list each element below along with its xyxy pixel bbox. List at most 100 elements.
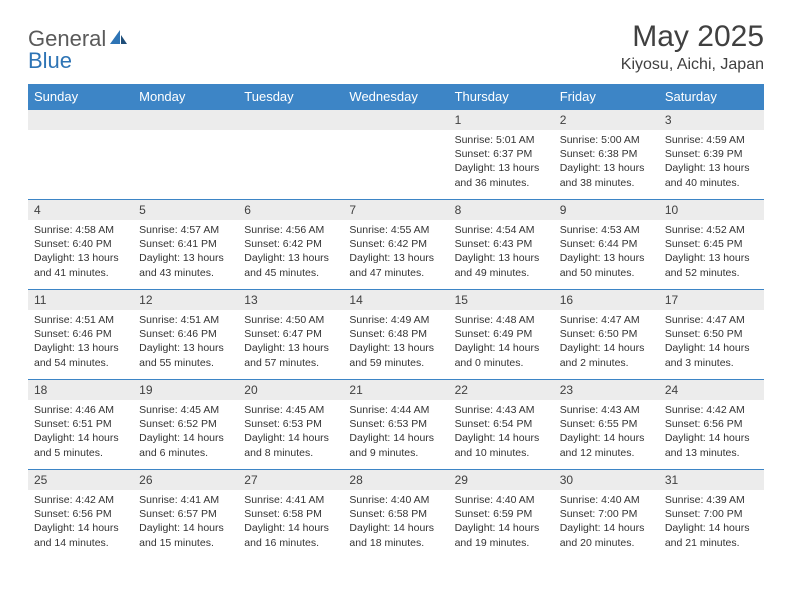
day-content: Sunrise: 4:45 AMSunset: 6:52 PMDaylight:… (133, 400, 238, 463)
col-sunday: Sunday (28, 84, 133, 110)
day-content: Sunrise: 4:42 AMSunset: 6:56 PMDaylight:… (28, 490, 133, 553)
day-cell: 31Sunrise: 4:39 AMSunset: 7:00 PMDayligh… (659, 470, 764, 560)
day-cell: 7Sunrise: 4:55 AMSunset: 6:42 PMDaylight… (343, 200, 448, 290)
day-number: 17 (659, 290, 764, 310)
sunset-text: Sunset: 6:47 PM (244, 327, 337, 341)
day-number: 8 (449, 200, 554, 220)
daylight-text: Daylight: 13 hours and 55 minutes. (139, 341, 232, 369)
day-number: 1 (449, 110, 554, 130)
sunset-text: Sunset: 6:41 PM (139, 237, 232, 251)
header-row: Sunday Monday Tuesday Wednesday Thursday… (28, 84, 764, 110)
sunset-text: Sunset: 7:00 PM (560, 507, 653, 521)
day-cell: 9Sunrise: 4:53 AMSunset: 6:44 PMDaylight… (554, 200, 659, 290)
sunset-text: Sunset: 6:58 PM (349, 507, 442, 521)
day-cell: 2Sunrise: 5:00 AMSunset: 6:38 PMDaylight… (554, 110, 659, 200)
daylight-text: Daylight: 13 hours and 49 minutes. (455, 251, 548, 279)
day-number: 15 (449, 290, 554, 310)
sunset-text: Sunset: 6:54 PM (455, 417, 548, 431)
sunrise-text: Sunrise: 4:48 AM (455, 313, 548, 327)
day-cell: 3Sunrise: 4:59 AMSunset: 6:39 PMDaylight… (659, 110, 764, 200)
day-content: Sunrise: 5:00 AMSunset: 6:38 PMDaylight:… (554, 130, 659, 193)
daylight-text: Daylight: 14 hours and 13 minutes. (665, 431, 758, 459)
sunrise-text: Sunrise: 4:49 AM (349, 313, 442, 327)
day-cell: 24Sunrise: 4:42 AMSunset: 6:56 PMDayligh… (659, 380, 764, 470)
week-row: 11Sunrise: 4:51 AMSunset: 6:46 PMDayligh… (28, 290, 764, 380)
day-number: 26 (133, 470, 238, 490)
day-number: 5 (133, 200, 238, 220)
day-number: 16 (554, 290, 659, 310)
day-cell: 30Sunrise: 4:40 AMSunset: 7:00 PMDayligh… (554, 470, 659, 560)
day-cell: 19Sunrise: 4:45 AMSunset: 6:52 PMDayligh… (133, 380, 238, 470)
daylight-text: Daylight: 13 hours and 38 minutes. (560, 161, 653, 189)
day-number: 6 (238, 200, 343, 220)
day-content: Sunrise: 4:59 AMSunset: 6:39 PMDaylight:… (659, 130, 764, 193)
day-cell: 6Sunrise: 4:56 AMSunset: 6:42 PMDaylight… (238, 200, 343, 290)
sunset-text: Sunset: 6:52 PM (139, 417, 232, 431)
day-content: Sunrise: 4:57 AMSunset: 6:41 PMDaylight:… (133, 220, 238, 283)
day-number: 11 (28, 290, 133, 310)
day-cell: 16Sunrise: 4:47 AMSunset: 6:50 PMDayligh… (554, 290, 659, 380)
sunrise-text: Sunrise: 4:50 AM (244, 313, 337, 327)
day-number: 7 (343, 200, 448, 220)
logo-text-blue: Blue (28, 48, 764, 74)
sunset-text: Sunset: 6:40 PM (34, 237, 127, 251)
sunset-text: Sunset: 6:42 PM (349, 237, 442, 251)
day-number (238, 110, 343, 130)
week-row: 18Sunrise: 4:46 AMSunset: 6:51 PMDayligh… (28, 380, 764, 470)
sunrise-text: Sunrise: 4:43 AM (455, 403, 548, 417)
calendar-page: General May 2025 Kiyosu, Aichi, Japan Bl… (0, 0, 792, 578)
sunrise-text: Sunrise: 4:53 AM (560, 223, 653, 237)
day-cell: 25Sunrise: 4:42 AMSunset: 6:56 PMDayligh… (28, 470, 133, 560)
col-friday: Friday (554, 84, 659, 110)
day-cell (28, 110, 133, 200)
day-number: 4 (28, 200, 133, 220)
sunrise-text: Sunrise: 4:39 AM (665, 493, 758, 507)
day-content: Sunrise: 4:49 AMSunset: 6:48 PMDaylight:… (343, 310, 448, 373)
day-cell: 18Sunrise: 4:46 AMSunset: 6:51 PMDayligh… (28, 380, 133, 470)
sunset-text: Sunset: 6:56 PM (665, 417, 758, 431)
day-content: Sunrise: 4:51 AMSunset: 6:46 PMDaylight:… (28, 310, 133, 373)
sunset-text: Sunset: 7:00 PM (665, 507, 758, 521)
daylight-text: Daylight: 14 hours and 15 minutes. (139, 521, 232, 549)
week-row: 1Sunrise: 5:01 AMSunset: 6:37 PMDaylight… (28, 110, 764, 200)
day-content: Sunrise: 4:44 AMSunset: 6:53 PMDaylight:… (343, 400, 448, 463)
day-number: 10 (659, 200, 764, 220)
col-wednesday: Wednesday (343, 84, 448, 110)
daylight-text: Daylight: 13 hours and 54 minutes. (34, 341, 127, 369)
day-content: Sunrise: 4:51 AMSunset: 6:46 PMDaylight:… (133, 310, 238, 373)
sunrise-text: Sunrise: 4:54 AM (455, 223, 548, 237)
daylight-text: Daylight: 14 hours and 5 minutes. (34, 431, 127, 459)
day-cell: 10Sunrise: 4:52 AMSunset: 6:45 PMDayligh… (659, 200, 764, 290)
day-content: Sunrise: 4:50 AMSunset: 6:47 PMDaylight:… (238, 310, 343, 373)
col-saturday: Saturday (659, 84, 764, 110)
day-cell: 17Sunrise: 4:47 AMSunset: 6:50 PMDayligh… (659, 290, 764, 380)
sunset-text: Sunset: 6:42 PM (244, 237, 337, 251)
sunrise-text: Sunrise: 4:41 AM (139, 493, 232, 507)
day-cell (133, 110, 238, 200)
col-monday: Monday (133, 84, 238, 110)
day-number: 12 (133, 290, 238, 310)
sunset-text: Sunset: 6:57 PM (139, 507, 232, 521)
day-number: 18 (28, 380, 133, 400)
sunset-text: Sunset: 6:37 PM (455, 147, 548, 161)
col-tuesday: Tuesday (238, 84, 343, 110)
day-cell: 8 Sunrise: 4:54 AMSunset: 6:43 PMDaylight… (449, 200, 554, 290)
day-number: 25 (28, 470, 133, 490)
sunset-text: Sunset: 6:51 PM (34, 417, 127, 431)
sunset-text: Sunset: 6:43 PM (455, 237, 548, 251)
daylight-text: Daylight: 13 hours and 45 minutes. (244, 251, 337, 279)
day-content: Sunrise: 4:43 AMSunset: 6:55 PMDaylight:… (554, 400, 659, 463)
daylight-text: Daylight: 14 hours and 19 minutes. (455, 521, 548, 549)
sunset-text: Sunset: 6:44 PM (560, 237, 653, 251)
week-row: 25Sunrise: 4:42 AMSunset: 6:56 PMDayligh… (28, 470, 764, 560)
sunset-text: Sunset: 6:50 PM (665, 327, 758, 341)
day-content: Sunrise: 5:01 AMSunset: 6:37 PMDaylight:… (449, 130, 554, 193)
sunrise-text: Sunrise: 4:51 AM (34, 313, 127, 327)
sunrise-text: Sunrise: 5:00 AM (560, 133, 653, 147)
sunrise-text: Sunrise: 4:47 AM (560, 313, 653, 327)
calendar-table: Sunday Monday Tuesday Wednesday Thursday… (28, 84, 764, 560)
sunset-text: Sunset: 6:48 PM (349, 327, 442, 341)
day-number: 3 (659, 110, 764, 130)
daylight-text: Daylight: 14 hours and 21 minutes. (665, 521, 758, 549)
sunrise-text: Sunrise: 4:40 AM (349, 493, 442, 507)
